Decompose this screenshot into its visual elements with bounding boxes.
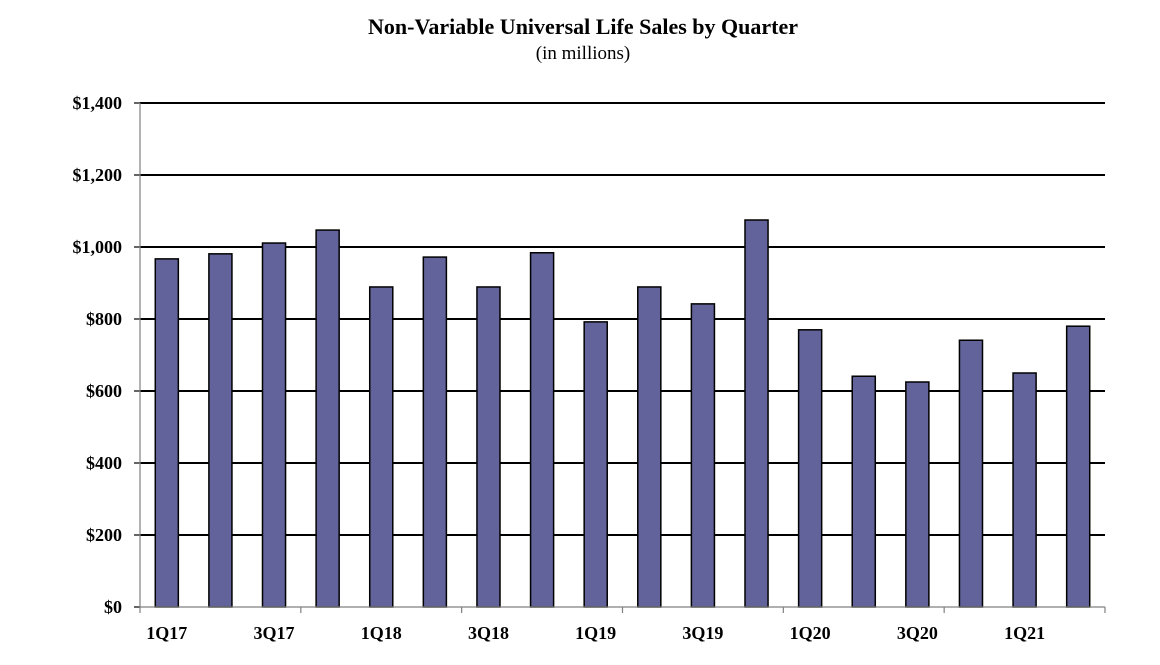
x-tick-label: 1Q17 (146, 623, 187, 643)
x-tick-label: 1Q19 (575, 623, 616, 643)
bar-1Q19 (583, 321, 608, 608)
bar-1Q20 (797, 329, 823, 608)
y-tick-label: $600 (86, 381, 122, 401)
bars (154, 219, 1091, 608)
bar-2Q20 (851, 375, 877, 608)
bar-1Q17 (154, 258, 180, 608)
y-tick-label: $400 (86, 453, 122, 473)
gridlines (140, 102, 1105, 536)
x-tick-label: 3Q19 (682, 623, 723, 643)
bar-3Q19 (690, 303, 716, 608)
axes (134, 102, 1106, 613)
y-axis-labels: $0 $200 $400 $600 $800 $1,000 $1,200 $1,400 (73, 93, 123, 617)
bar-4Q20 (958, 339, 984, 608)
x-tick-label: 3Q18 (468, 623, 509, 643)
bar-1Q18 (368, 286, 394, 608)
bar-3Q20 (905, 381, 930, 608)
bar-4Q17 (315, 229, 340, 608)
chart-title: Non-Variable Universal Life Sales by Qua… (368, 14, 798, 39)
y-tick-label: $200 (86, 525, 122, 545)
bar-2Q21 (1065, 325, 1091, 608)
bar-4Q18 (529, 252, 555, 608)
x-tick-label: 1Q18 (361, 623, 402, 643)
bar-3Q18 (476, 286, 501, 608)
bar-4Q19 (744, 219, 769, 608)
y-tick-label: $1,400 (73, 93, 123, 113)
bar-2Q17 (208, 253, 233, 608)
bar-3Q17 (261, 242, 287, 608)
bar-1Q21 (1012, 372, 1037, 608)
x-tick-label: 1Q21 (1004, 623, 1045, 643)
x-tick-label: 1Q20 (790, 623, 831, 643)
y-tick-label: $0 (104, 597, 122, 617)
x-tick-label: 3Q20 (897, 623, 938, 643)
x-axis-labels: 1Q17 3Q17 1Q18 3Q18 1Q19 3Q19 1Q20 3Q20 1Q21 (146, 623, 1045, 643)
bar-2Q19 (637, 286, 662, 608)
y-tick-label: $800 (86, 309, 122, 329)
chart-subtitle: (in millions) (535, 43, 631, 64)
bar-2Q18 (422, 256, 448, 608)
y-tick-label: $1,200 (73, 165, 123, 185)
x-tick-label: 3Q17 (254, 623, 295, 643)
y-tick-label: $1,000 (73, 237, 123, 257)
